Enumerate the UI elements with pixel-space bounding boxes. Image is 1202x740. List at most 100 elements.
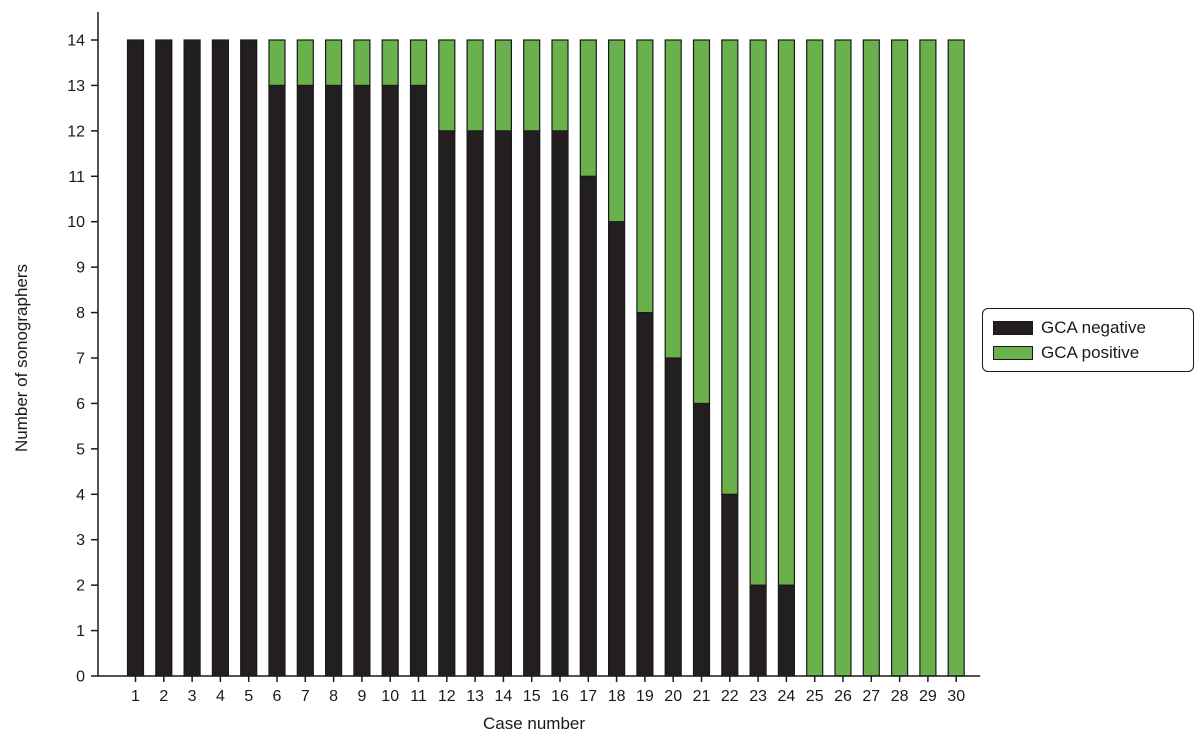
legend-label-gca-positive: GCA positive [1041,342,1140,362]
bar-gca-positive [325,39,343,87]
x-tick-label: 16 [551,688,569,705]
x-tick-label: 18 [608,688,626,705]
x-tick-label: 15 [523,688,541,705]
bar-gca-negative [494,130,512,677]
bar-gca-positive [381,39,399,87]
x-tick-label: 28 [891,688,909,705]
bar-gca-negative [636,311,654,677]
bar-gca-positive [353,39,371,87]
bar-gca-negative [438,130,456,677]
y-tick-label: 1 [76,623,85,640]
bar-gca-negative [183,39,201,677]
bar-gca-negative [607,221,626,677]
x-tick-label: 25 [806,688,824,705]
bar-gca-negative [579,175,597,677]
bar-gca-negative [211,39,229,677]
x-tick-label: 7 [301,688,310,705]
bar-gca-positive [664,39,682,359]
x-tick-label: 8 [329,688,338,705]
x-tick-label: 9 [357,688,366,705]
bar-gca-negative [240,39,258,677]
x-tick-label: 27 [862,688,880,705]
y-tick-label: 5 [76,441,85,458]
x-tick-label: 14 [495,688,513,705]
bar-gca-negative [126,39,145,677]
legend-swatch-gca-negative [993,320,1033,335]
bar-gca-positive [466,39,484,132]
bar-gca-negative [664,357,682,677]
x-tick-label: 10 [381,688,399,705]
bar-gca-positive [890,39,909,677]
bar-gca-negative [466,130,484,677]
y-tick-label: 3 [76,532,85,549]
y-tick-label: 12 [67,123,85,140]
bar-gca-positive [692,39,711,405]
bar-gca-negative [353,84,371,677]
x-tick-label: 5 [244,688,253,705]
x-tick-label: 30 [947,688,965,705]
bar-gca-negative [523,130,541,677]
x-tick-label: 4 [216,688,225,705]
y-tick-label: 0 [76,669,85,686]
x-tick-label: 21 [693,688,711,705]
y-tick-label: 11 [68,169,85,186]
bar-gca-negative [692,402,711,677]
bar-gca-negative [155,39,173,677]
y-tick-label: 6 [76,396,85,413]
x-axis-label: Case number [483,714,585,733]
legend: GCA negative GCA positive [982,308,1194,372]
x-tick-label: 20 [664,688,682,705]
bar-gca-positive [834,39,852,677]
y-tick-label: 8 [76,305,85,322]
bar-gca-negative [268,84,286,677]
bar-gca-positive [494,39,512,132]
x-tick-label: 26 [834,688,852,705]
y-tick-label: 14 [67,33,85,50]
x-tick-label: 13 [466,688,484,705]
bar-gca-positive [579,39,597,177]
bar-gca-positive [523,39,541,132]
x-tick-label: 2 [159,688,168,705]
x-tick-label: 23 [749,688,767,705]
bar-gca-positive [947,39,965,677]
x-tick-label: 1 [131,688,140,705]
y-axis-label: Number of sonographers [12,264,31,452]
bar-gca-negative [721,493,739,677]
bar-gca-positive [268,39,286,87]
bar-gca-positive [749,39,767,586]
bar-gca-negative [409,84,428,677]
bar-gca-positive [607,39,626,223]
bar-gca-negative [551,130,569,677]
bar-gca-negative [381,84,399,677]
legend-item-gca-negative: GCA negative [993,315,1193,340]
y-tick-label: 13 [67,78,85,95]
bar-gca-positive [862,39,880,677]
x-tick-label: 22 [721,688,739,705]
bar-gca-negative [325,84,343,677]
legend-item-gca-positive: GCA positive [993,340,1193,365]
bar-gca-positive [806,39,824,677]
x-tick-label: 17 [579,688,597,705]
x-tick-label: 29 [919,688,937,705]
bar-gca-positive [409,39,428,87]
bars [126,39,965,677]
bar-gca-positive [721,39,739,495]
bar-gca-positive [919,39,937,677]
x-axis-ticks: 1 2 3 4 5 6 7 8 9 10 11 12 13 14 15 16 17 18 19 20 21 22 23 24 2… [131,676,965,705]
legend-label-gca-negative: GCA negative [1041,317,1146,337]
x-tick-label: 12 [438,688,456,705]
bar-gca-positive [551,39,569,132]
y-tick-label: 7 [76,351,85,368]
x-tick-label: 3 [188,688,197,705]
bar-gca-positive [296,39,314,87]
y-tick-label: 4 [76,487,85,504]
y-tick-label: 9 [76,260,85,277]
x-tick-label: 11 [410,688,427,705]
legend-swatch-gca-positive [993,345,1033,360]
bar-gca-negative [749,584,767,677]
bar-gca-positive [636,39,654,314]
x-tick-label: 19 [636,688,654,705]
bar-gca-positive [777,39,796,586]
